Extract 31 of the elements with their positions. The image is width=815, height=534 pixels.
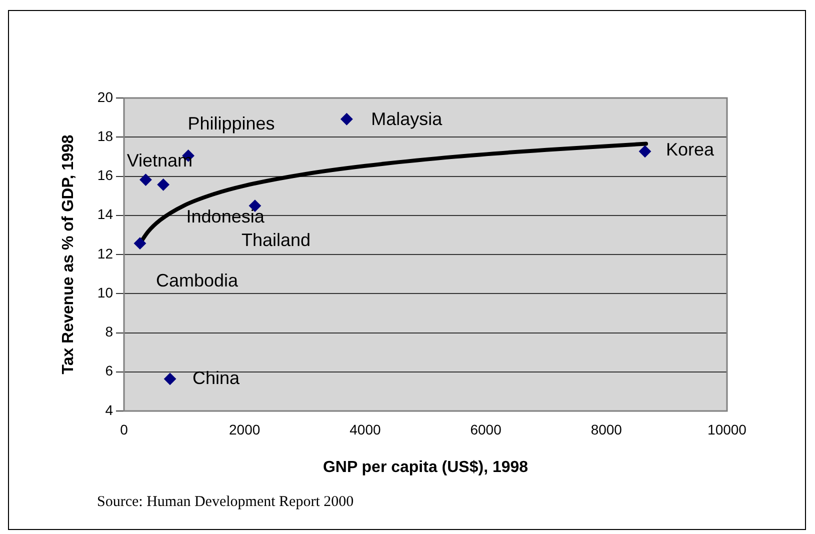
annotation: Vietnam (126, 150, 193, 171)
x-tick-label: 2000 (229, 421, 260, 438)
annotation: China (192, 368, 241, 388)
point (638, 145, 651, 158)
x-tick-label: 8000 (590, 421, 622, 438)
x-tick-label: 10000 (708, 421, 747, 438)
point (140, 174, 152, 186)
y-tick-label: 18 (97, 128, 114, 144)
x-tick-label: 6000 (470, 421, 502, 438)
y-tick-label: 6 (105, 362, 114, 379)
y-tick-label: 4 (105, 402, 114, 418)
y-tick-label: 12 (97, 245, 114, 262)
y-tick-label: 10 (97, 284, 114, 300)
annotation: Thailand (241, 230, 310, 250)
point (164, 372, 176, 385)
annotation: Philippines (188, 114, 275, 134)
annotation: Cambodia (156, 270, 239, 290)
x-tick-label: 4000 (350, 421, 381, 438)
source-note: Source: Human Development Report 2000 (97, 494, 354, 511)
point (134, 237, 146, 250)
point (157, 178, 170, 191)
y-tick-label: 14 (97, 206, 114, 222)
y-tick-label: 8 (105, 324, 114, 340)
y-tick-label: 16 (97, 167, 114, 184)
point (340, 113, 353, 126)
x-tick-label: 0 (120, 421, 128, 438)
annotation: Korea (666, 139, 715, 160)
y-axis-title: Tax Revenue as % of GDP, 1998 (60, 134, 78, 374)
x-axis-title: GNP per capita (US$), 1998 (322, 458, 528, 476)
y-tick-label: 20 (97, 88, 114, 105)
annotation: Malaysia (371, 109, 444, 130)
